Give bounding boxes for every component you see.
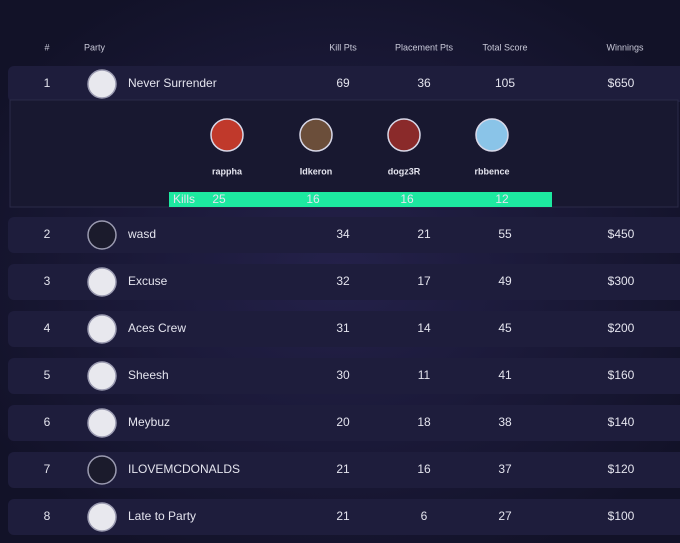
player-avatar [210,118,244,152]
rank: 6 [44,415,51,429]
placement-pts: 14 [417,321,431,335]
winnings: $160 [608,368,635,382]
kill-pts: 21 [336,509,350,523]
row-background[interactable] [8,264,680,300]
player-kills: 25 [212,192,226,206]
player-kills: 16 [400,192,414,206]
column-header: Party [84,42,106,52]
rank: 3 [44,274,51,288]
player-name: dogz3R [388,166,421,176]
placement-pts: 11 [418,368,431,382]
row-background[interactable] [8,452,680,488]
party-name: ILOVEMCDONALDS [128,462,240,476]
row-background[interactable] [8,66,680,102]
party-icon [87,361,117,391]
party-name: Late to Party [128,509,196,523]
party-icon [87,314,117,344]
total-score: 27 [498,509,512,523]
player-name: rbbence [474,166,509,176]
placement-pts: 16 [417,462,431,476]
total-score: 55 [498,227,512,241]
column-header: Placement Pts [395,42,454,52]
party-icon [87,69,117,99]
player-avatar [475,118,509,152]
total-score: 38 [498,415,512,429]
placement-pts: 18 [417,415,431,429]
total-score: 49 [498,274,512,288]
rank: 7 [44,462,51,476]
winnings: $300 [608,274,635,288]
winnings: $120 [608,462,635,476]
total-score: 105 [495,76,515,90]
placement-pts: 17 [417,274,431,288]
row-background[interactable] [8,358,680,394]
player-name: Idkeron [300,166,333,176]
party-icon [87,267,117,297]
placement-pts: 21 [417,227,431,241]
player-avatar [387,118,421,152]
rank: 8 [44,509,51,523]
kill-pts: 69 [336,76,350,90]
rank: 5 [44,368,51,382]
party-name: Meybuz [128,415,170,429]
total-score: 41 [498,368,512,382]
total-score: 37 [498,462,512,476]
player-name: rappha [212,166,243,176]
party-name: Sheesh [128,368,169,382]
placement-pts: 36 [417,76,431,90]
party-icon [87,455,117,485]
kill-pts: 32 [336,274,350,288]
kill-pts: 31 [336,321,350,335]
total-score: 45 [498,321,512,335]
kills-label: Kills [173,192,195,206]
column-header: Winnings [606,42,644,52]
column-header: Total Score [482,42,527,52]
row-background[interactable] [8,405,680,441]
row-background[interactable] [8,311,680,347]
placement-pts: 6 [421,509,428,523]
row-background[interactable] [8,217,680,253]
winnings: $200 [608,321,635,335]
expanded-panel [9,99,679,208]
party-name: Excuse [128,274,168,288]
rank: 2 [44,227,51,241]
column-header: Kill Pts [329,42,357,52]
player-kills: 12 [495,192,509,206]
kill-pts: 21 [336,462,350,476]
player-avatar [299,118,333,152]
party-name: wasd [127,227,156,241]
kill-pts: 34 [336,227,350,241]
party-name: Never Surrender [128,76,217,90]
row-background[interactable] [8,499,680,535]
party-name: Aces Crew [128,321,186,335]
party-icon [87,220,117,250]
winnings: $140 [608,415,635,429]
winnings: $100 [608,509,635,523]
winnings: $450 [608,227,635,241]
player-kills: 16 [306,192,320,206]
winnings: $650 [608,76,635,90]
rank: 1 [44,76,51,90]
party-icon [87,408,117,438]
party-icon [87,502,117,532]
kills-bar [169,192,552,207]
column-header: # [44,42,49,52]
rank: 4 [44,321,51,335]
kill-pts: 20 [336,415,350,429]
kill-pts: 30 [336,368,350,382]
